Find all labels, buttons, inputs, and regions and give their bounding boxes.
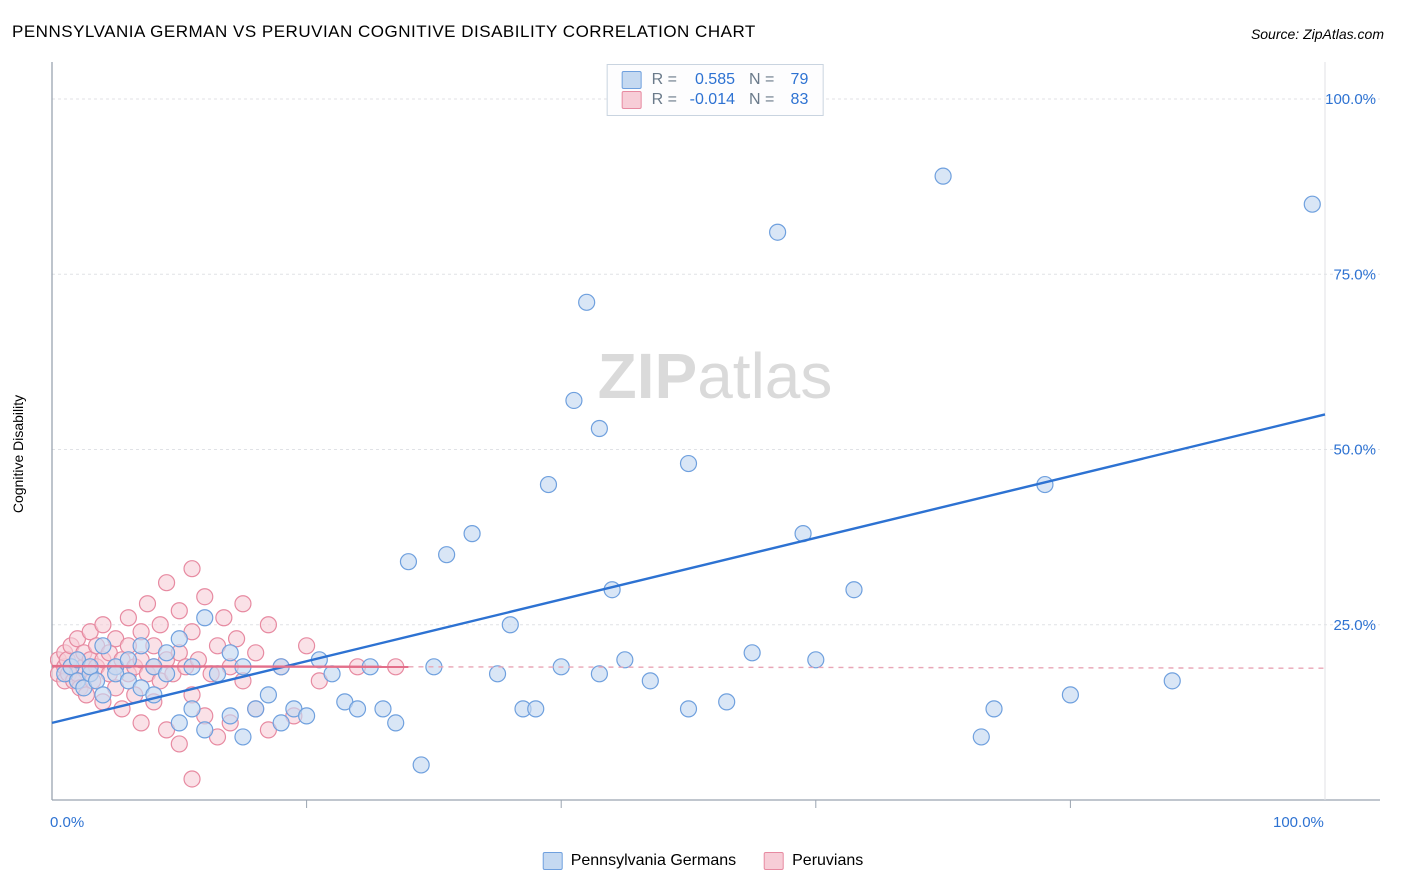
y-axis-label: Cognitive Disability <box>10 395 26 513</box>
correlation-legend: R = 0.585 N = 79 R = -0.014 N = 83 <box>607 64 824 116</box>
r-label: R = <box>652 91 677 109</box>
r-value: 0.585 <box>683 71 735 89</box>
legend-item: Pennsylvania Germans <box>543 852 736 870</box>
source-name: ZipAtlas.com <box>1303 26 1384 42</box>
legend-item: Peruvians <box>764 852 863 870</box>
svg-text:25.0%: 25.0% <box>1333 617 1376 634</box>
svg-text:75.0%: 75.0% <box>1333 266 1376 283</box>
r-label: R = <box>652 71 677 89</box>
n-label: N = <box>749 71 774 89</box>
series-legend: Pennsylvania Germans Peruvians <box>543 852 864 870</box>
legend-row: R = 0.585 N = 79 <box>622 70 809 90</box>
r-value: -0.014 <box>683 91 735 109</box>
axis-tick-label: 100.0% <box>1273 814 1324 831</box>
n-value: 83 <box>780 91 808 109</box>
source-attribution: Source: ZipAtlas.com <box>1251 26 1384 42</box>
legend-item-label: Peruvians <box>792 852 863 870</box>
chart-area: R = 0.585 N = 79 R = -0.014 N = 83 ZIPat… <box>50 62 1380 810</box>
legend-swatch <box>622 71 642 89</box>
axis-tick-label: 0.0% <box>50 814 84 831</box>
legend-swatch <box>764 852 784 870</box>
legend-swatch <box>543 852 563 870</box>
n-value: 79 <box>780 71 808 89</box>
svg-text:100.0%: 100.0% <box>1325 91 1376 108</box>
chart-title: PENNSYLVANIA GERMAN VS PERUVIAN COGNITIV… <box>12 22 756 42</box>
scatter-plot: 25.0% 50.0% 75.0% 100.0% <box>50 62 1380 810</box>
legend-item-label: Pennsylvania Germans <box>571 852 736 870</box>
source-label: Source: <box>1251 26 1299 42</box>
svg-text:50.0%: 50.0% <box>1333 442 1376 459</box>
legend-swatch <box>622 91 642 109</box>
n-label: N = <box>749 91 774 109</box>
legend-row: R = -0.014 N = 83 <box>622 90 809 110</box>
